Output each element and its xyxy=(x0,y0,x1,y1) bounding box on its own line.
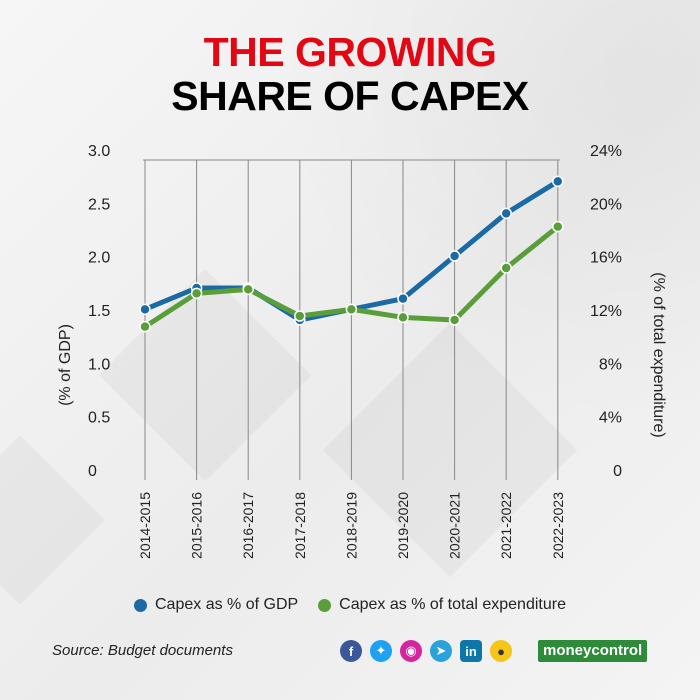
x-tick-label: 2015-2016 xyxy=(189,492,205,559)
x-tick-label: 2016-2017 xyxy=(240,492,256,559)
data-point-expenditure xyxy=(397,311,409,324)
chart-series xyxy=(139,175,564,333)
left-axis: 0 0.5 1.0 1.5 2.0 2.5 3.0 xyxy=(88,143,110,480)
data-point-gdp xyxy=(139,303,151,316)
left-tick-label: 2.5 xyxy=(88,196,110,213)
legend-swatch-expenditure xyxy=(318,598,332,612)
chart-legend: Capex as % of GDP Capex as % of total ex… xyxy=(0,596,700,614)
left-tick-label: 0 xyxy=(88,463,97,480)
chart-title-line1: THE GROWING xyxy=(203,29,497,75)
linkedin-icon[interactable]: in xyxy=(460,640,482,662)
left-tick-label: 0.5 xyxy=(88,410,110,427)
moneycontrol-logo: moneycontrol xyxy=(538,640,648,662)
data-point-expenditure xyxy=(242,283,254,296)
social-icons: f ✦ ◉ ➤ in ● xyxy=(340,640,512,662)
right-tick-label: 16% xyxy=(590,250,622,267)
right-tick-label: 20% xyxy=(590,196,622,213)
left-tick-label: 1.0 xyxy=(88,356,110,373)
facebook-icon[interactable]: f xyxy=(340,640,362,662)
data-point-expenditure xyxy=(345,303,358,316)
legend-label-expenditure: Capex as % of total expenditure xyxy=(339,596,566,613)
instagram-icon[interactable]: ◉ xyxy=(400,640,422,662)
left-axis-label: (% of GDP) xyxy=(57,324,74,406)
x-tick-label: 2022-2023 xyxy=(550,492,566,559)
legend-item-gdp: Capex as % of GDP xyxy=(134,596,298,614)
data-point-gdp xyxy=(500,207,512,220)
x-tick-label: 2021-2022 xyxy=(498,492,514,559)
right-tick-label: 12% xyxy=(590,303,622,320)
chart-title-line2: SHARE OF CAPEX xyxy=(171,73,529,119)
legend-item-expenditure: Capex as % of total expenditure xyxy=(318,596,566,614)
right-axis-label: (% of total expenditure) xyxy=(650,272,667,437)
x-axis: 2014-2015 2015-2016 2016-2017 2017-2018 2018… xyxy=(137,492,566,559)
right-tick-label: 8% xyxy=(599,356,622,373)
data-point-expenditure xyxy=(294,310,306,322)
data-point-gdp xyxy=(552,175,564,188)
source-note: Source: Budget documents xyxy=(52,642,233,659)
data-point-gdp xyxy=(397,292,409,305)
data-point-expenditure xyxy=(190,287,203,300)
right-tick-label: 0 xyxy=(613,463,622,480)
koo-icon[interactable]: ● xyxy=(490,640,512,662)
right-tick-label: 24% xyxy=(590,143,622,160)
right-tick-label: 4% xyxy=(599,410,622,427)
left-tick-label: 3.0 xyxy=(88,143,110,160)
twitter-icon[interactable]: ✦ xyxy=(370,640,392,662)
x-tick-label: 2018-2019 xyxy=(343,492,359,559)
chart-grid xyxy=(143,159,560,480)
legend-swatch-gdp xyxy=(134,598,147,612)
telegram-icon[interactable]: ➤ xyxy=(430,640,452,662)
data-point-gdp xyxy=(448,250,461,262)
x-tick-label: 2017-2018 xyxy=(292,492,308,559)
data-point-expenditure xyxy=(552,220,564,233)
right-axis: 0 4% 8% 12% 16% 20% 24% xyxy=(590,143,622,480)
data-point-expenditure xyxy=(500,262,512,274)
x-tick-label: 2014-2015 xyxy=(137,492,153,559)
x-tick-label: 2019-2020 xyxy=(395,492,411,559)
data-point-expenditure xyxy=(139,320,151,333)
left-tick-label: 1.5 xyxy=(88,303,110,320)
left-tick-label: 2.0 xyxy=(88,250,110,267)
data-point-expenditure xyxy=(448,314,461,326)
legend-label-gdp: Capex as % of GDP xyxy=(155,596,299,613)
x-tick-label: 2020-2021 xyxy=(447,492,463,559)
